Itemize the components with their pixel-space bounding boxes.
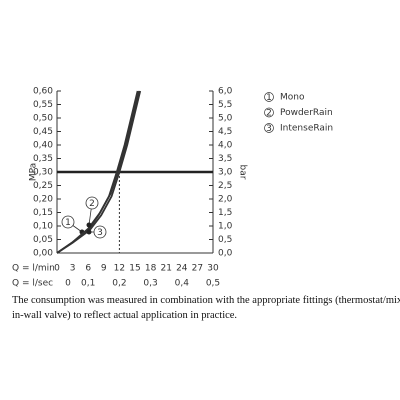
marker-label: 2: [89, 199, 95, 209]
marker-circle: [93, 225, 107, 239]
legend-symbol: 2: [266, 109, 272, 119]
y2-tick-label: 1,5: [218, 208, 232, 218]
x-axis-label: Q = l/min: [12, 264, 55, 274]
y-tick-label: 0,50: [33, 114, 53, 124]
x-tick-label: 9: [101, 264, 107, 274]
legend-label: Mono: [280, 93, 305, 103]
y-tick-label: 0,00: [33, 249, 53, 259]
y-tick-label: 0,60: [33, 87, 53, 97]
y2-tick-label: 4,0: [218, 141, 233, 151]
y-tick-label: 0,45: [33, 127, 53, 137]
x-tick-label: 6: [85, 264, 91, 274]
y2-tick-label: 0,0: [218, 249, 233, 259]
legend-circle: [264, 92, 274, 102]
y2-tick-label: 4,5: [218, 127, 232, 137]
y2-tick-label: 2,0: [218, 195, 233, 205]
y-tick-label: 0,40: [33, 141, 53, 151]
x-tick-label: 18: [145, 264, 157, 274]
y-tick-label: 0,15: [33, 208, 53, 218]
x2-tick-label: 0,5: [206, 279, 220, 289]
marker-label: 3: [97, 228, 103, 238]
y2-tick-label: 2,5: [218, 181, 232, 191]
marker-circle: [61, 215, 75, 229]
x-tick-label: 27: [192, 264, 203, 274]
series-line: [56, 90, 142, 254]
legend-circle: [264, 107, 274, 118]
legend-symbol: 1: [266, 93, 272, 103]
x2-tick-label: 0,4: [175, 279, 190, 289]
x2-tick-label: 0: [65, 279, 71, 289]
y2-tick-label: 3,0: [218, 168, 233, 178]
note: The consumption was measured in combinat…: [12, 293, 400, 323]
y-tick-label: 0,35: [33, 154, 53, 164]
chart: MPa bar Q = l/min Q = l/sec 0,000,050,10…: [12, 87, 333, 289]
y-tick-label: 0,55: [33, 100, 53, 110]
y-axis-label: MPa: [29, 163, 39, 181]
x-tick-label: 0: [54, 264, 60, 274]
y2-tick-label: 5,0: [218, 114, 233, 124]
series-line: [56, 90, 141, 254]
y-tick-label: 0,20: [33, 195, 53, 205]
note-line: in-wall valve) to reflect actual applica…: [12, 310, 238, 321]
x-tick-label: 24: [176, 264, 188, 274]
x-tick-label: 12: [114, 264, 125, 274]
x-tick-label: 3: [70, 264, 76, 274]
x2-tick-label: 0,3: [143, 279, 157, 289]
legend-circle: [264, 123, 274, 133]
legend-label: PowderRain: [280, 108, 333, 118]
x2-axis-label: Q = l/sec: [12, 279, 53, 289]
y2-tick-label: 5,5: [218, 100, 232, 110]
y-tick-label: 0,25: [33, 181, 53, 191]
marker-circle: [85, 196, 99, 210]
legend-symbol: 3: [266, 124, 272, 134]
y2-tick-label: 0,5: [218, 235, 232, 245]
y-tick-label: 0,10: [33, 222, 53, 232]
x-tick-label: 15: [129, 264, 140, 274]
y-tick-label: 0,30: [33, 168, 53, 178]
x2-tick-label: 0,2: [112, 279, 126, 289]
marker-label: 1: [65, 218, 71, 228]
note-line: The consumption was measured in combinat…: [12, 295, 400, 306]
legend-label: IntenseRain: [280, 124, 333, 134]
y2-tick-label: 1,0: [218, 222, 233, 232]
x-tick-label: 21: [160, 264, 171, 274]
marker-dot: [86, 229, 92, 235]
marker-dot: [86, 222, 92, 228]
x-tick-label: 30: [207, 264, 219, 274]
x2-tick-label: 0,1: [81, 279, 95, 289]
y2-tick-label: 6,0: [218, 87, 233, 97]
y2-axis-label: bar: [238, 165, 248, 180]
y-tick-label: 0,05: [33, 235, 53, 245]
y2-tick-label: 3,5: [218, 154, 232, 164]
